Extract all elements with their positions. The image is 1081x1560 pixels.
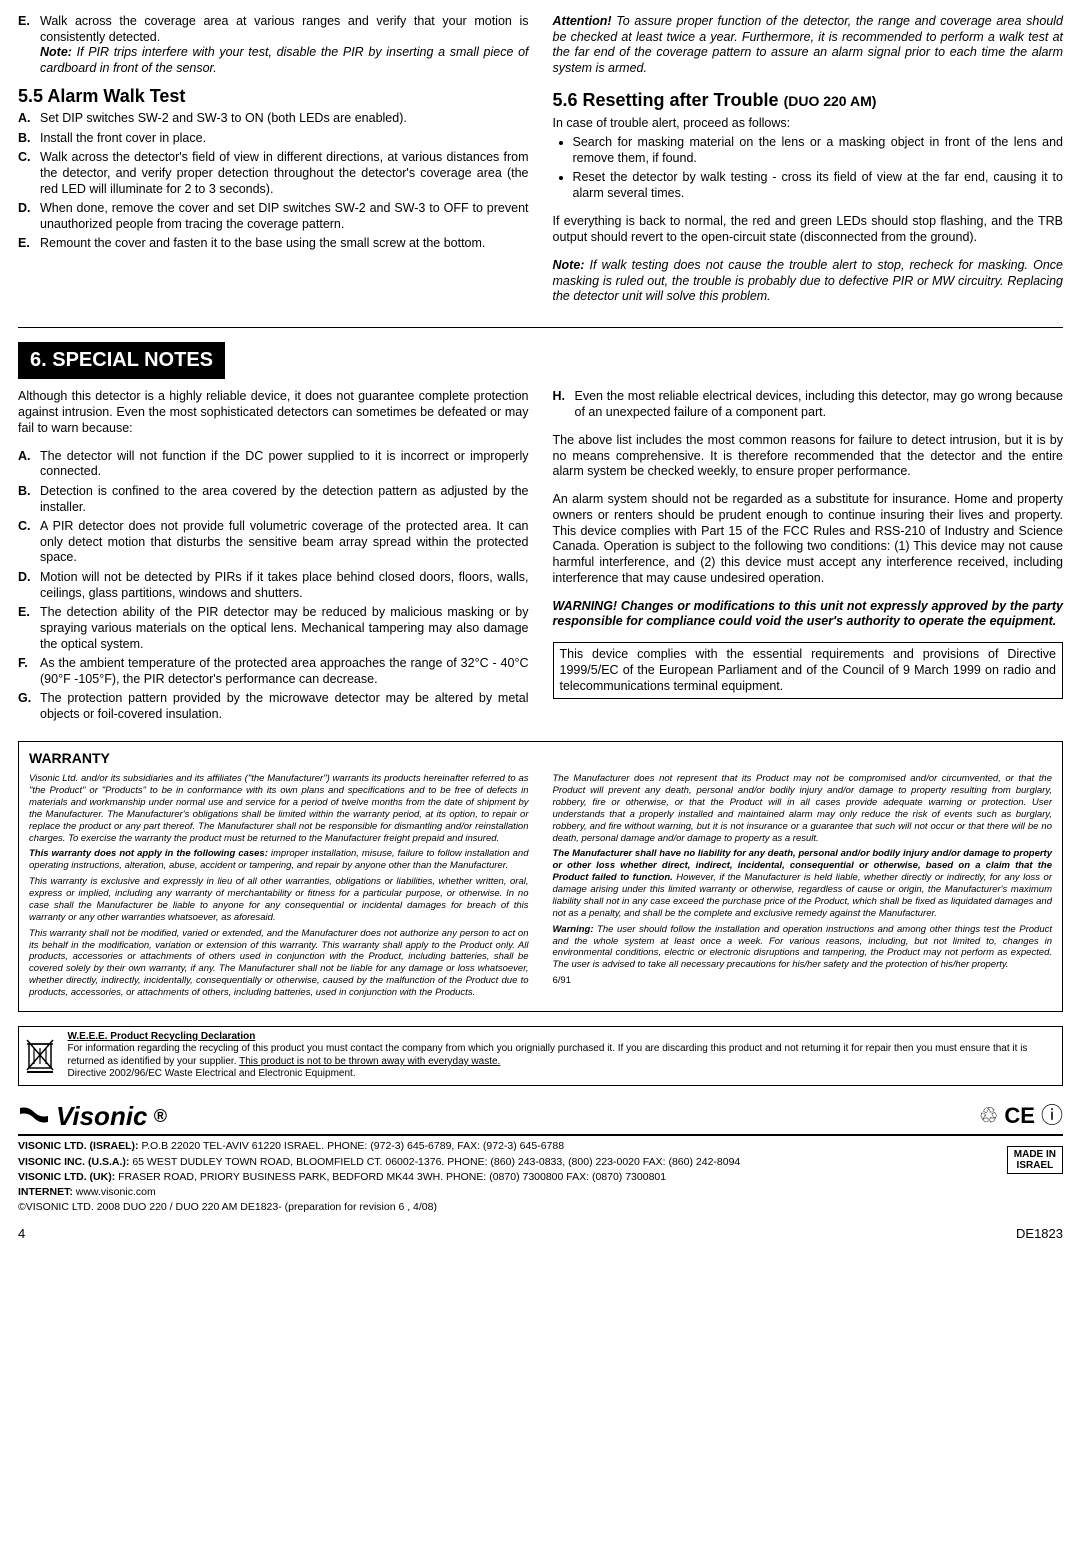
s6-e: E.The detection ability of the PIR detec… xyxy=(18,605,529,652)
s6-p1: The above list includes the most common … xyxy=(553,433,1064,480)
made-in-2: ISRAEL xyxy=(1017,1160,1054,1171)
sect56-note: Note: If walk testing does not cause the… xyxy=(553,258,1064,305)
section6-intro: Although this detector is a highly relia… xyxy=(18,389,529,436)
recycle-body2: Directive 2002/96/EC Waste Electrical an… xyxy=(68,1068,356,1079)
step-c-text: Walk across the detector's field of view… xyxy=(40,150,529,197)
weee-icon xyxy=(19,1027,62,1085)
s6-f: F.As the ambient temperature of the prot… xyxy=(18,656,529,687)
step-e-top: E. Walk across the coverage area at vari… xyxy=(18,14,529,77)
step-b: B.Install the front cover in place. xyxy=(18,131,529,147)
step-e: E.Remount the cover and fasten it to the… xyxy=(18,236,529,252)
step-c: C.Walk across the detector's field of vi… xyxy=(18,150,529,197)
w-r-p2: The Manufacturer shall have no liability… xyxy=(553,848,1053,919)
divider-1 xyxy=(18,327,1063,328)
logo-row: Visonic ® ♲ CE ⓘ xyxy=(18,1100,1063,1135)
step-a-text: Set DIP switches SW-2 and SW-3 to ON (bo… xyxy=(40,111,529,127)
w-l-p4: This warranty shall not be modified, var… xyxy=(29,928,529,999)
top-left-col: E. Walk across the coverage area at vari… xyxy=(18,14,529,317)
sect56-p1: If everything is back to normal, the red… xyxy=(553,214,1064,245)
addr-us: VISONIC INC. (U.S.A.): 65 WEST DUDLEY TO… xyxy=(18,1156,1007,1169)
step-body: Walk across the coverage area at various… xyxy=(40,14,529,77)
page-number: 4 xyxy=(18,1226,25,1242)
warranty-left: Visonic Ltd. and/or its subsidiaries and… xyxy=(29,769,529,1003)
s6-g: G.The protection pattern provided by the… xyxy=(18,691,529,722)
made-in-1: MADE IN xyxy=(1014,1149,1056,1160)
made-in-label: MADE IN ISRAEL xyxy=(1007,1146,1063,1174)
step-d-text: When done, remove the cover and set DIP … xyxy=(40,201,529,232)
note-lead: Note: xyxy=(40,45,72,59)
attention-para: Attention! To assure proper function of … xyxy=(553,14,1064,77)
info-icon: ⓘ xyxy=(1041,1102,1063,1130)
step-d: D.When done, remove the cover and set DI… xyxy=(18,201,529,232)
w-l-p2: This warranty does not apply in the foll… xyxy=(29,848,529,872)
s6-d: D.Motion will not be detected by PIRs if… xyxy=(18,570,529,601)
section6-columns: Although this detector is a highly relia… xyxy=(18,389,1063,726)
bullet-2: Reset the detector by walk testing - cro… xyxy=(573,170,1064,201)
recycle-body1: For information regarding the recycling … xyxy=(68,1043,1028,1067)
note-lead2: Note: xyxy=(553,258,585,272)
address-row: VISONIC LTD. (ISRAEL): P.O.B 22020 TEL-A… xyxy=(18,1134,1063,1216)
addr-copy: ©VISONIC LTD. 2008 DUO 220 / DUO 220 AM … xyxy=(18,1201,1007,1214)
logo-reg: ® xyxy=(154,1105,167,1128)
sect56-note-text: If walk testing does not cause the troub… xyxy=(553,258,1064,303)
step-e-text2: Remount the cover and fasten it to the b… xyxy=(40,236,529,252)
recycle-head: W.E.E.E. Product Recycling Declaration xyxy=(68,1031,256,1042)
w-l-p3: This warranty is exclusive and expressly… xyxy=(29,876,529,924)
section6-left: Although this detector is a highly relia… xyxy=(18,389,529,726)
top-columns: E. Walk across the coverage area at vari… xyxy=(18,14,1063,317)
addresses: VISONIC LTD. (ISRAEL): P.O.B 22020 TEL-A… xyxy=(18,1140,1007,1216)
logo-text: Visonic xyxy=(56,1100,148,1133)
s6-p2: An alarm system should not be regarded a… xyxy=(553,492,1064,586)
warranty-box: WARRANTY Visonic Ltd. and/or its subsidi… xyxy=(18,741,1063,1012)
step-e-text: Walk across the coverage area at various… xyxy=(40,14,529,44)
attn-text: To assure proper function of the detecto… xyxy=(553,14,1064,75)
s6-c: C.A PIR detector does not provide full v… xyxy=(18,519,529,566)
cert-icons: ♲ CE ⓘ xyxy=(979,1102,1063,1130)
recycle-icon: ♲ xyxy=(979,1102,999,1130)
warranty-columns: Visonic Ltd. and/or its subsidiaries and… xyxy=(29,769,1052,1003)
warranty-title: WARRANTY xyxy=(29,750,1052,768)
step-label: E. xyxy=(18,14,40,77)
step-b-text: Install the front cover in place. xyxy=(40,131,529,147)
bullet-1: Search for masking material on the lens … xyxy=(573,135,1064,166)
addr-il: VISONIC LTD. (ISRAEL): P.O.B 22020 TEL-A… xyxy=(18,1140,1007,1153)
sect56-bullets: Search for masking material on the lens … xyxy=(553,135,1064,202)
s6-h: H.Even the most reliable electrical devi… xyxy=(553,389,1064,420)
sect56-intro: In case of trouble alert, proceed as fol… xyxy=(553,116,1064,132)
footer-block: Visonic ® ♲ CE ⓘ VISONIC LTD. (ISRAEL): P… xyxy=(18,1100,1063,1216)
step-a: A.Set DIP switches SW-2 and SW-3 to ON (… xyxy=(18,111,529,127)
s6-b: B.Detection is confined to the area cove… xyxy=(18,484,529,515)
w-r-p1: The Manufacturer does not represent that… xyxy=(553,773,1053,844)
s6-a: A.The detector will not function if the … xyxy=(18,449,529,480)
sect56-sub: (DUO 220 AM) xyxy=(784,93,877,109)
attn-lead: Attention! xyxy=(553,14,612,28)
w-l-p1: Visonic Ltd. and/or its subsidiaries and… xyxy=(29,773,529,844)
section-6-heading: 6. SPECIAL NOTES xyxy=(18,342,225,379)
s6-warning: WARNING! Changes or modifications to thi… xyxy=(553,599,1064,630)
page-footer: 4 DE1823 xyxy=(18,1226,1063,1242)
sect56-main: 5.6 Resetting after Trouble xyxy=(553,90,784,110)
recycle-body1u: This product is not to be thrown away wi… xyxy=(239,1056,500,1067)
note-e-text: If PIR trips interfere with your test, d… xyxy=(40,45,529,75)
ce-icon: CE xyxy=(1004,1102,1035,1130)
section6-right: H.Even the most reliable electrical devi… xyxy=(553,389,1064,726)
addr-uk: VISONIC LTD. (UK): FRASER ROAD, PRIORY B… xyxy=(18,1171,1007,1184)
doc-number: DE1823 xyxy=(1016,1226,1063,1242)
eu-compliance-box: This device complies with the essential … xyxy=(553,642,1064,699)
addr-net: INTERNET: www.visonic.com xyxy=(18,1186,1007,1199)
section-5-5-title: 5.5 Alarm Walk Test xyxy=(18,85,529,108)
w-r-p3: Warning: The user should follow the inst… xyxy=(553,924,1053,972)
recycle-text: W.E.E.E. Product Recycling Declaration F… xyxy=(62,1027,1063,1085)
section-5-6-title: 5.6 Resetting after Trouble (DUO 220 AM) xyxy=(553,89,1064,112)
logo-icon xyxy=(18,1104,50,1128)
top-right-col: Attention! To assure proper function of … xyxy=(553,14,1064,317)
warranty-right: The Manufacturer does not represent that… xyxy=(553,769,1053,1003)
recycle-box: W.E.E.E. Product Recycling Declaration F… xyxy=(18,1026,1063,1086)
visonic-logo: Visonic ® xyxy=(18,1100,167,1133)
w-r-date: 6/91 xyxy=(553,975,1053,987)
